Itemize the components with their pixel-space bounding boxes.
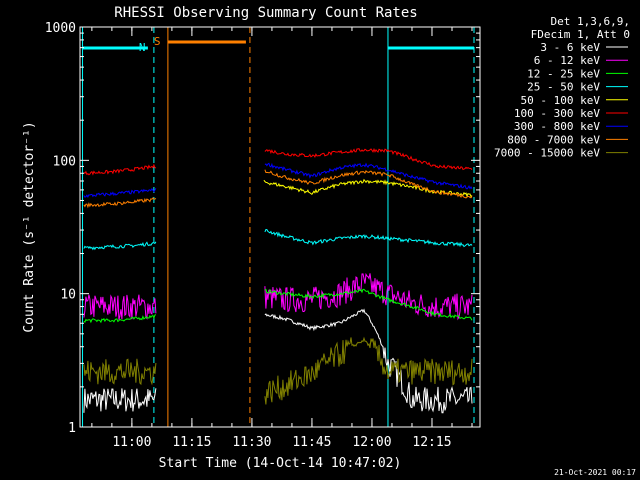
legend-header: Det 1,3,6,9, bbox=[551, 15, 630, 28]
y-tick-label: 100 bbox=[53, 154, 76, 169]
series-line bbox=[83, 272, 473, 321]
y-tick-label: 1000 bbox=[45, 21, 76, 36]
legend-entry-label: 7000 - 15000 keV bbox=[494, 147, 600, 160]
x-axis-label: Start Time (14-Oct-14 10:47:02) bbox=[159, 456, 402, 471]
series-line bbox=[83, 308, 473, 414]
timestamp: 21-Oct-2021 00:17 bbox=[554, 468, 636, 477]
series-line bbox=[83, 162, 473, 198]
chart-title: RHESSI Observing Summary Count Rates bbox=[114, 5, 417, 21]
marker-label: N bbox=[139, 41, 146, 54]
series-line bbox=[83, 169, 473, 209]
x-axis: 11:00 11:15 11:30 11:45 12:00 12:15 bbox=[91, 27, 473, 450]
x-tick-label: 11:15 bbox=[172, 435, 211, 450]
x-tick-label: 11:30 bbox=[232, 435, 271, 450]
x-tick-label: 12:00 bbox=[352, 435, 391, 450]
series-line bbox=[83, 228, 473, 251]
series-line bbox=[263, 178, 473, 198]
x-tick-label: 12:15 bbox=[412, 435, 451, 450]
y-tick-label: 10 bbox=[60, 288, 76, 303]
y-tick-label: 1 bbox=[68, 421, 76, 436]
legend-entry-label: 25 - 50 keV bbox=[527, 81, 600, 94]
legend-entry-label: 50 - 100 keV bbox=[521, 94, 601, 107]
series-line bbox=[83, 336, 473, 405]
legend-entry-label: 3 - 6 keV bbox=[540, 41, 600, 54]
y-axis-label: Count Rate (s⁻¹ detector⁻¹) bbox=[22, 121, 37, 332]
legend-entry-label: 800 - 7000 keV bbox=[507, 133, 600, 146]
series-line bbox=[83, 147, 473, 176]
legend-header: FDecim 1, Att 0 bbox=[531, 28, 630, 41]
marker-label: S bbox=[154, 35, 161, 48]
x-tick-label: 11:45 bbox=[292, 435, 331, 450]
series-line bbox=[83, 288, 473, 324]
y-axis: 1 10 100 1000 bbox=[45, 21, 480, 436]
legend-entry-label: 300 - 800 keV bbox=[514, 120, 600, 133]
legend-entry-label: 6 - 12 keV bbox=[534, 54, 601, 67]
x-tick-label: 11:00 bbox=[112, 435, 151, 450]
plot-frame bbox=[79, 26, 481, 428]
legend-entry-label: 12 - 25 keV bbox=[527, 67, 600, 80]
legend-entry-label: 100 - 300 keV bbox=[514, 107, 600, 120]
